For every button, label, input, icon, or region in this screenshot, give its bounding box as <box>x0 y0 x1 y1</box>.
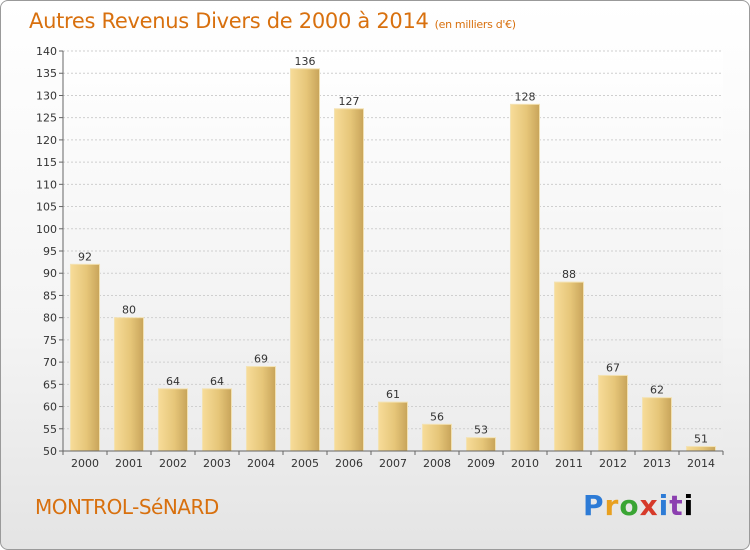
bar-value-label: 62 <box>650 384 664 397</box>
y-tick-label: 130 <box>36 89 57 102</box>
chart-title: Autres Revenus Divers de 2000 à 2014 (en … <box>29 9 516 33</box>
bar-2012[interactable] <box>597 374 629 452</box>
x-tick-label: 2013 <box>643 457 671 470</box>
x-tick-label: 2008 <box>423 457 451 470</box>
bar-value-label: 80 <box>122 304 136 317</box>
bar-value-label: 51 <box>694 433 708 446</box>
bar-2009[interactable] <box>465 437 497 452</box>
x-tick-label: 2012 <box>599 457 627 470</box>
x-tick-label: 2001 <box>115 457 143 470</box>
proxiti-logo[interactable]: Proxiti <box>583 489 694 522</box>
y-tick-label: 110 <box>36 178 57 191</box>
logo-letter: i <box>658 489 670 522</box>
logo-letter: i <box>683 489 695 522</box>
y-tick-label: 125 <box>36 112 57 125</box>
y-tick-label: 90 <box>43 267 57 280</box>
bar-2007[interactable] <box>377 401 409 452</box>
bar-2002[interactable] <box>157 388 189 452</box>
x-tick-label: 2004 <box>247 457 275 470</box>
bar-value-label: 69 <box>254 353 268 366</box>
bar-2010[interactable] <box>509 103 541 452</box>
bar-value-label: 64 <box>210 375 224 388</box>
x-tick-label: 2005 <box>291 457 319 470</box>
bar-value-label: 127 <box>339 95 360 108</box>
bars: 92 80 64 64 69 136 127 61 56 53 128 88 67 62 51 <box>69 55 717 452</box>
x-tick-label: 2009 <box>467 457 495 470</box>
bar-value-label: 67 <box>606 361 620 374</box>
bar-value-label: 61 <box>386 388 400 401</box>
x-tick-label: 2007 <box>379 457 407 470</box>
logo-letter: t <box>669 489 684 522</box>
y-tick-label: 120 <box>36 134 57 147</box>
y-tick-label: 55 <box>43 423 57 436</box>
y-tick-label: 135 <box>36 67 57 80</box>
bar-value-label: 53 <box>474 424 488 437</box>
bar-2001[interactable] <box>113 317 145 452</box>
bar-2008[interactable] <box>421 423 453 452</box>
bar-value-label: 64 <box>166 375 180 388</box>
y-tick-label: 85 <box>43 289 57 302</box>
bar-value-label: 136 <box>295 55 316 68</box>
y-tick-label: 75 <box>43 334 57 347</box>
y-tick-label: 50 <box>43 445 57 458</box>
x-tick-label: 2011 <box>555 457 583 470</box>
y-tick-label: 65 <box>43 378 57 391</box>
chart-subtitle: (en milliers d'€) <box>434 18 516 31</box>
chart-title-text: Autres Revenus Divers de 2000 à 2014 <box>29 9 429 33</box>
logo-letter: x <box>639 489 659 522</box>
bar-2014[interactable] <box>685 446 717 452</box>
y-tick-label: 115 <box>36 156 57 169</box>
y-axis-ticks: 50 55 60 65 70 75 80 85 90 95 100 105 110 115 120 125 13… <box>36 45 63 458</box>
x-tick-label: 2014 <box>687 457 715 470</box>
x-tick-label: 2000 <box>71 457 99 470</box>
logo-letter: o <box>619 489 640 522</box>
bar-2004[interactable] <box>245 366 277 452</box>
y-tick-label: 105 <box>36 201 57 214</box>
bar-2013[interactable] <box>641 397 673 452</box>
x-axis-ticks: 2000 2001 2002 2003 2004 2005 2006 2007 2008 2009… <box>62 451 724 470</box>
y-tick-label: 140 <box>36 45 57 58</box>
bar-2005[interactable] <box>289 68 321 452</box>
x-tick-label: 2003 <box>203 457 231 470</box>
bar-2000[interactable] <box>69 263 101 452</box>
y-tick-label: 60 <box>43 401 57 414</box>
bar-2006[interactable] <box>333 108 365 452</box>
bar-value-label: 56 <box>430 410 444 423</box>
bar-value-label: 88 <box>562 268 576 281</box>
commune-name: MONTROL-SéNARD <box>35 495 219 519</box>
bar-2003[interactable] <box>201 388 233 452</box>
y-tick-label: 95 <box>43 245 57 258</box>
x-tick-label: 2002 <box>159 457 187 470</box>
y-tick-label: 70 <box>43 356 57 369</box>
y-tick-label: 80 <box>43 312 57 325</box>
bar-value-label: 92 <box>78 250 92 263</box>
x-tick-label: 2010 <box>511 457 539 470</box>
bar-2011[interactable] <box>553 281 585 452</box>
x-tick-label: 2006 <box>335 457 363 470</box>
bar-value-label: 128 <box>515 90 536 103</box>
logo-letter: r <box>604 489 620 522</box>
logo-letter: P <box>583 489 605 522</box>
y-tick-label: 100 <box>36 223 57 236</box>
